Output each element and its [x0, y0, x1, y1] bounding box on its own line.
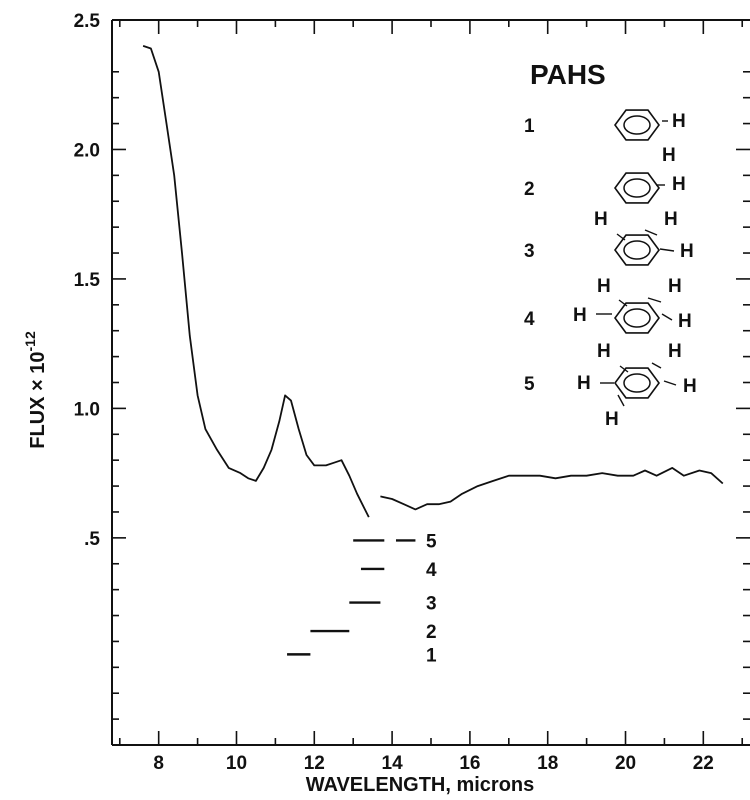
aromatic-circle-icon — [623, 115, 651, 135]
y-axis-title-main: FLUX × 10 — [27, 351, 49, 448]
ch-bond — [647, 297, 662, 303]
ch-bond — [659, 248, 675, 252]
x-tick-label: 10 — [226, 753, 247, 774]
spectrum-line-segment — [380, 467, 724, 511]
benzene-ring-icon — [614, 302, 660, 334]
x-tick-label: 14 — [382, 753, 404, 774]
x-tick-label: 16 — [459, 753, 480, 774]
hydrogen-atom-label: H — [668, 276, 682, 297]
y-tick-label: 1.5 — [74, 270, 101, 291]
pah-legend-label: 4 — [524, 309, 535, 330]
hydrogen-atom-label: H — [597, 276, 611, 297]
benzene-ring-icon — [614, 172, 660, 204]
ch-bond — [617, 394, 625, 407]
pah-legend-label: 1 — [524, 116, 535, 137]
pah-band-label: 3 — [426, 594, 437, 615]
y-tick-label: .5 — [84, 529, 100, 550]
ch-bond — [651, 362, 662, 369]
y-tick-label: 2.0 — [74, 140, 100, 161]
pah-band-label: 2 — [426, 622, 437, 643]
pah-legend-title: PAHS — [530, 59, 606, 90]
ch-bond — [661, 313, 673, 321]
x-tick-label: 20 — [615, 753, 636, 774]
benzene-ring-icon — [614, 234, 660, 266]
aromatic-circle-icon — [623, 240, 651, 260]
x-tick-label: 8 — [153, 753, 164, 774]
pah-band-label: 1 — [426, 645, 437, 666]
y-tick-label: 1.0 — [74, 399, 100, 420]
hydrogen-atom-label: H — [668, 341, 682, 362]
hydrogen-atom-label: H — [680, 241, 694, 262]
y-tick-label: 2.5 — [74, 11, 101, 32]
hydrogen-atom-label: H — [577, 373, 591, 394]
ch-bond — [644, 229, 658, 236]
hydrogen-atom-label: H — [683, 376, 697, 397]
aromatic-circle-icon — [623, 178, 651, 198]
hydrogen-atom-label: H — [678, 311, 692, 332]
hydrogen-atom-label: H — [594, 209, 608, 230]
aromatic-circle-icon — [623, 308, 651, 328]
x-tick-label: 12 — [304, 753, 325, 774]
pah-band-label: 4 — [426, 560, 437, 581]
pah-band-layer: 12 3 4 5 — [287, 531, 437, 666]
x-axis-title: WAVELENGTH, microns — [306, 774, 535, 796]
spectrum-line-segment — [142, 45, 370, 518]
hydrogen-atom-label: H — [662, 145, 676, 166]
hydrogen-atom-label: H — [672, 111, 686, 132]
y-axis-title: FLUX × 10-12 — [22, 331, 49, 449]
ch-bond — [618, 299, 628, 307]
pah-legend-label: 5 — [524, 374, 535, 395]
aromatic-circle-icon — [623, 373, 651, 393]
hydrogen-atom-label: H — [672, 174, 686, 195]
x-tick-label: 22 — [693, 753, 714, 774]
hydrogen-atom-label: H — [664, 209, 678, 230]
x-tick-label: 18 — [537, 753, 558, 774]
pah-legend-label: 3 — [524, 241, 535, 262]
series-layer — [142, 45, 724, 518]
hydrogen-atom-label: H — [573, 305, 587, 326]
benzene-ring-icon — [614, 367, 660, 399]
y-tick-labels: .5 1.0 1.5 2.0 2.5 — [74, 11, 101, 550]
ch-bond — [616, 233, 626, 241]
ch-bond — [619, 365, 629, 373]
ch-bond — [663, 380, 677, 386]
y-axis-title-exponent: -12 — [22, 331, 38, 351]
x-tick-labels: 8 10 12 14 16 18 20 22 — [153, 753, 713, 774]
pah-band-label: 5 — [426, 531, 437, 552]
axes — [111, 19, 750, 746]
hydrogen-atom-label: H — [597, 341, 611, 362]
hydrogen-atom-label: H — [605, 409, 619, 430]
benzene-ring-icon — [614, 109, 660, 141]
pah-legend-label: 2 — [524, 179, 535, 200]
